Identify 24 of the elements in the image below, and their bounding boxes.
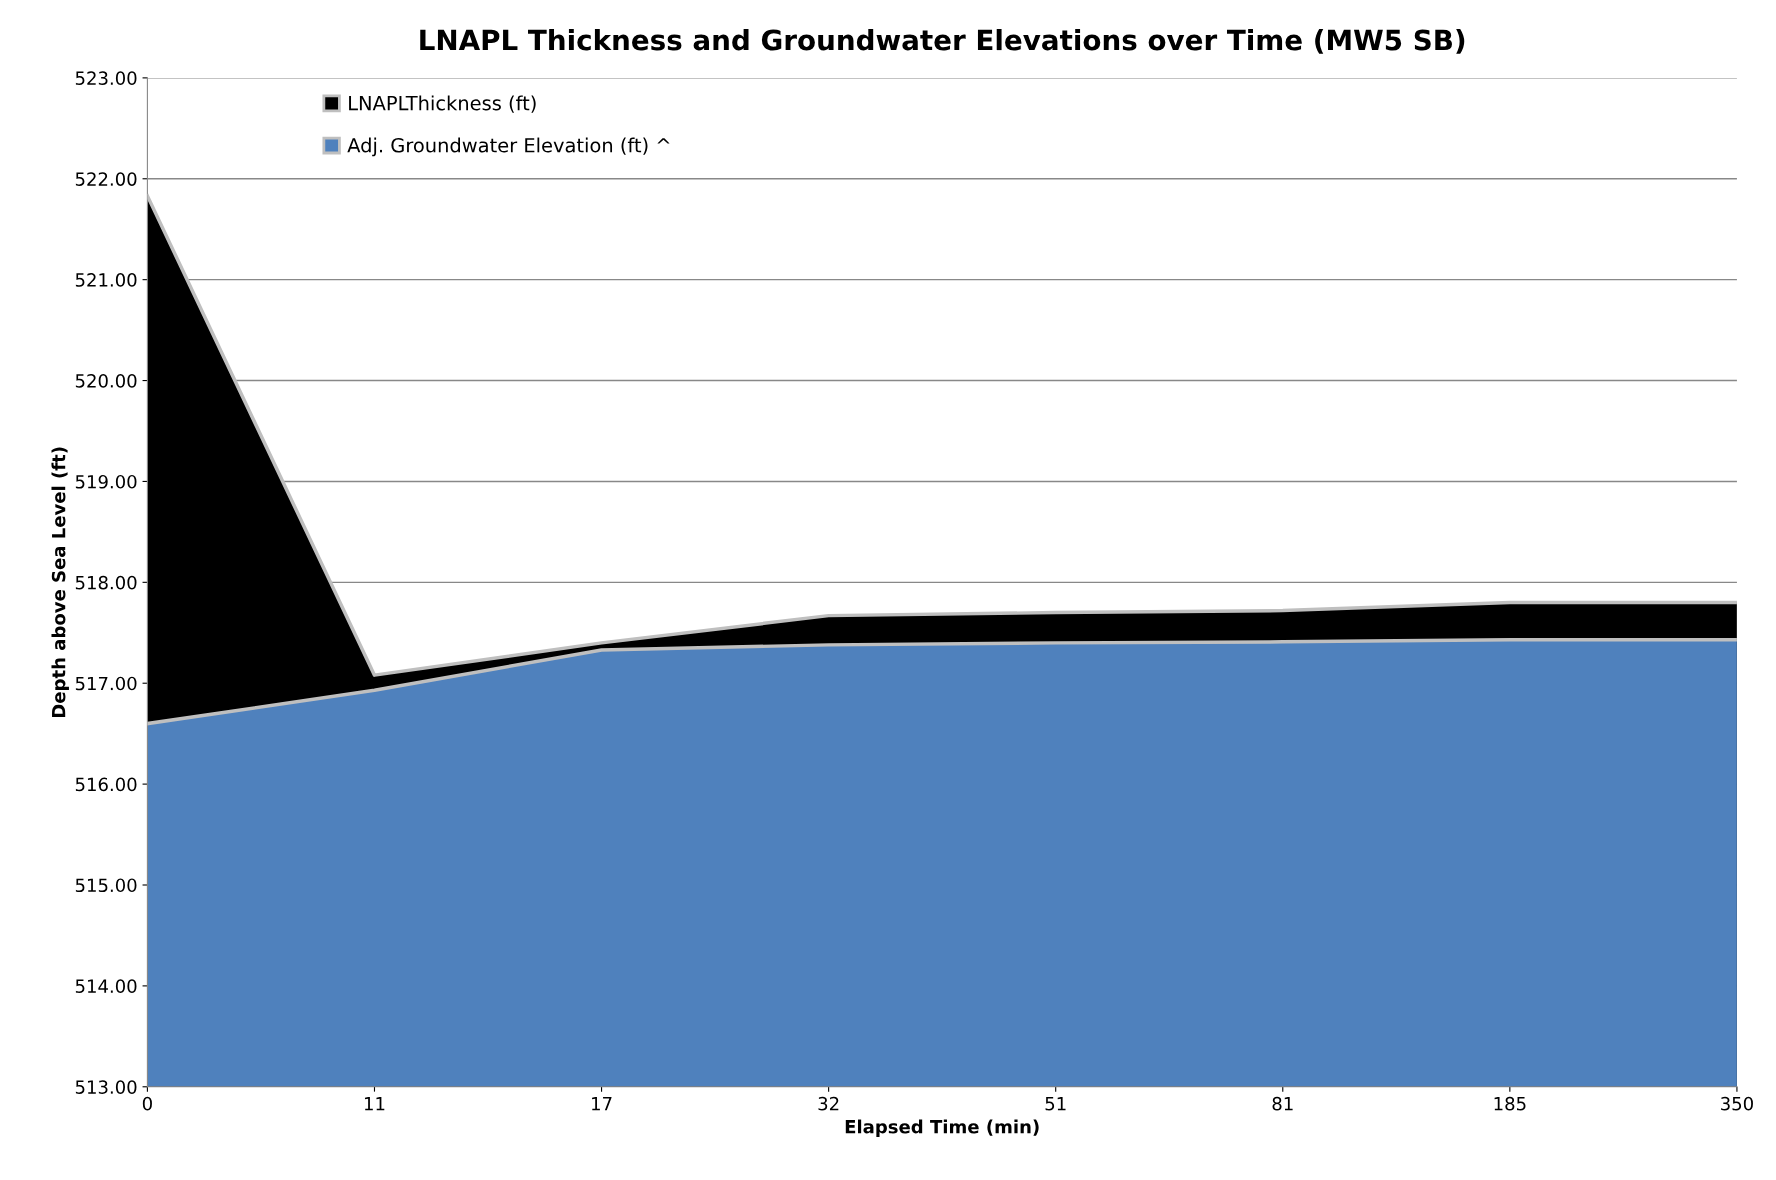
y-tick-label: 517.00	[75, 676, 137, 691]
legend-label: Adj. Groundwater Elevation (ft) ^	[347, 137, 670, 157]
y-tick-label: 521.00	[75, 273, 137, 287]
y-tick-label: 514.00	[75, 979, 137, 994]
chart-title: LNAPL Thickness and Groundwater Elevations over Time (MW5 SB)	[420, 29, 1465, 54]
y-tick-label: 523.00	[75, 71, 137, 85]
y-tick-label: 518.00	[75, 575, 137, 590]
x-tick-label: 185	[1494, 1096, 1526, 1111]
x-tick-label: 17	[592, 1097, 612, 1111]
x-tick-label: 11	[364, 1097, 385, 1111]
x-tick-label: 81	[1272, 1096, 1293, 1111]
y-axis-title: Depth above Sea Level (ft)	[51, 447, 69, 718]
y-tick-label: 519.00	[75, 474, 137, 489]
x-tick-label: 32	[818, 1096, 839, 1111]
y-tick-label: 513.00	[75, 1080, 137, 1094]
x-tick-label: 350	[1721, 1096, 1753, 1111]
y-tick-label: 516.00	[75, 777, 137, 792]
y-tick-label: 520.00	[75, 374, 137, 388]
legend-label: LNAPLThickness (ft)	[349, 95, 536, 113]
y-tick-label: 522.00	[75, 172, 137, 186]
x-tick-label: 0	[142, 1096, 152, 1111]
x-axis-title: Elapsed Time (min)	[845, 1119, 1039, 1138]
y-tick-label: 515.00	[75, 878, 137, 893]
x-tick-label: 51	[1045, 1097, 1066, 1111]
